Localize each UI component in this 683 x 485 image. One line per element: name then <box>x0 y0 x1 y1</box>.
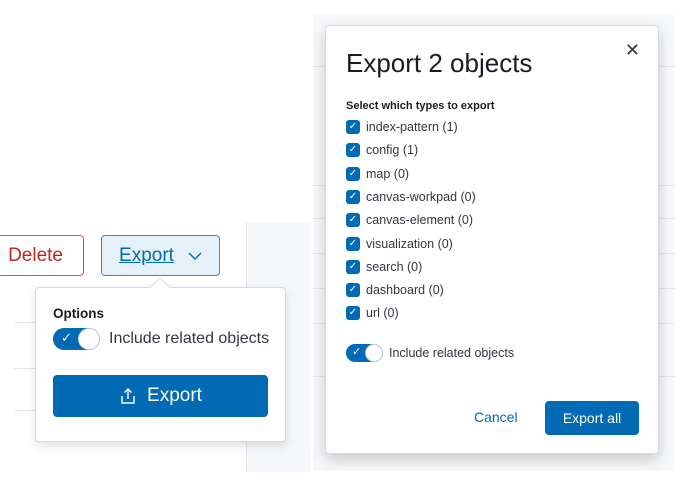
export-button-label: Export <box>147 385 202 406</box>
type-checkbox-label[interactable]: config (1) <box>366 143 419 158</box>
cancel-button[interactable]: Cancel <box>474 409 518 425</box>
type-checkbox[interactable]: ✓ <box>346 236 360 251</box>
type-checkbox-label[interactable]: canvas-element (0) <box>366 213 473 228</box>
type-checkbox-label[interactable]: url (0) <box>366 306 399 321</box>
type-checkbox-label[interactable]: search (0) <box>366 259 423 274</box>
export-modal: Export 2 objects ✕ Select which types to… <box>325 25 659 454</box>
export-all-button[interactable]: Export all <box>545 401 639 435</box>
type-checkbox[interactable]: ✓ <box>346 306 360 321</box>
export-all-label: Export all <box>562 410 622 426</box>
type-checkbox[interactable]: ✓ <box>346 120 360 134</box>
close-icon[interactable]: ✕ <box>624 40 640 60</box>
type-checkbox[interactable]: ✓ <box>346 283 360 298</box>
type-checkbox-label[interactable]: visualization (0) <box>366 236 453 251</box>
modal-title: Export 2 objects <box>346 48 533 78</box>
options-heading: Options <box>53 306 104 321</box>
type-checkbox[interactable]: ✓ <box>346 143 360 158</box>
delete-label: Delete <box>8 244 63 266</box>
include-related-label: Include related objects <box>389 346 515 360</box>
chevron-down-icon <box>188 252 202 260</box>
types-label: Select which types to export <box>346 100 495 112</box>
check-icon: ✓ <box>352 346 362 358</box>
type-checkbox-label[interactable]: dashboard (0) <box>366 283 444 298</box>
include-related-toggle[interactable]: ✓ <box>346 344 383 362</box>
type-checkbox[interactable]: ✓ <box>346 213 360 228</box>
include-related-toggle[interactable]: ✓ <box>53 328 100 350</box>
type-checkbox[interactable]: ✓ <box>346 166 360 181</box>
export-icon <box>121 388 135 404</box>
export-label: Export <box>119 244 174 266</box>
type-checkbox-label[interactable]: map (0) <box>366 166 410 181</box>
include-related-label: Include related objects <box>109 330 270 347</box>
type-checkbox-label[interactable]: index-pattern (1) <box>366 120 458 134</box>
delete-button[interactable]: Delete <box>0 235 84 276</box>
type-checkbox[interactable]: ✓ <box>346 259 360 274</box>
type-checkbox-label[interactable]: canvas-workpad (0) <box>366 189 476 204</box>
check-icon: ✓ <box>61 330 72 345</box>
export-options-popover: Options ✓ Include related objects <box>35 287 286 442</box>
export-dropdown-button[interactable]: Export <box>101 235 220 276</box>
type-checkbox[interactable]: ✓ <box>346 189 360 204</box>
export-button[interactable]: Export <box>53 375 268 417</box>
